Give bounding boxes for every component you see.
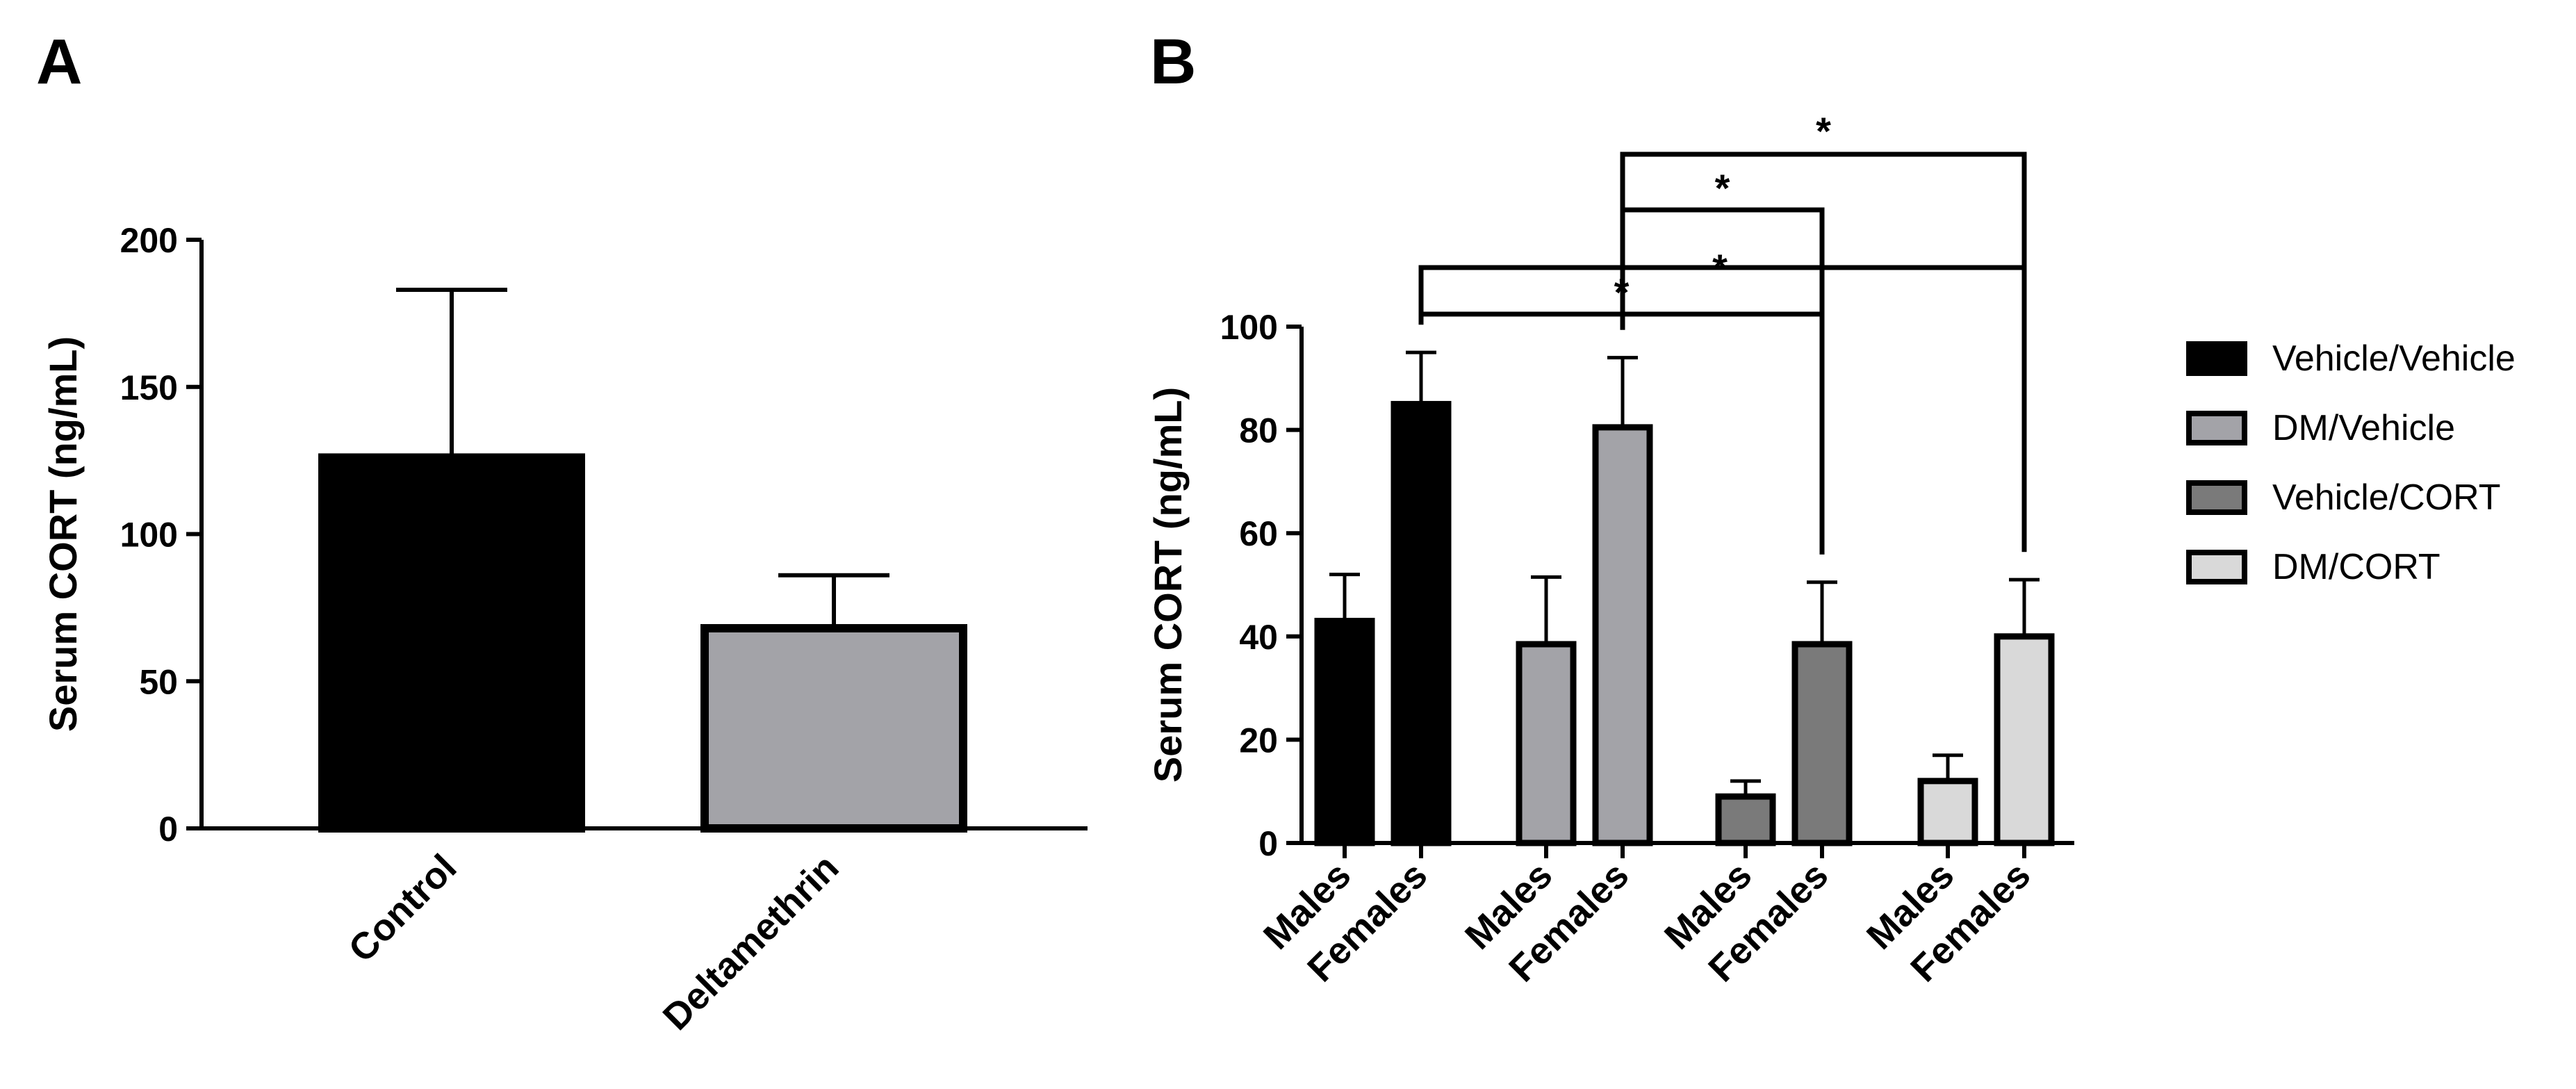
b-bar-males — [1516, 641, 1577, 846]
a-category-label: Deltamethrin — [655, 846, 847, 1038]
a-y-tick-label: 200 — [120, 221, 178, 260]
a-y-tick-label: 50 — [139, 662, 178, 701]
legend: Vehicle/Vehicle DM/Vehicle Vehicle/CORT DM/… — [2186, 338, 2516, 587]
b-bar-females — [1994, 633, 2055, 846]
significance-bracket — [1418, 265, 2027, 552]
legend-label: DM/CORT — [2272, 547, 2440, 587]
panel-a-label: A — [36, 26, 82, 97]
a-y-tick-label: 100 — [120, 516, 178, 555]
b-bar-males — [1917, 778, 1978, 846]
b-y-axis-title: Serum CORT (ng/mL) — [1146, 387, 1190, 783]
legend-swatch — [2186, 550, 2247, 584]
b-y-tick-label: 100 — [1220, 308, 1278, 347]
legend-label: Vehicle/Vehicle — [2272, 338, 2516, 379]
b-y-tick-label: 0 — [1258, 824, 1278, 863]
b-bar-females — [1390, 400, 1452, 846]
b-y-tick-label: 20 — [1239, 721, 1278, 760]
a-y-axis-title: Serum CORT (ng/mL) — [41, 336, 85, 732]
chart-a: 0 50 100 150 200 Serum CORT (ng/mL) Control Del… — [41, 221, 1088, 1038]
b-bar-females — [1791, 641, 1853, 846]
legend-label: Vehicle/CORT — [2272, 477, 2501, 518]
b-bar-females — [1592, 424, 1653, 846]
b-bar-males — [1314, 618, 1375, 846]
a-bar-deltamethrin — [700, 624, 967, 833]
a-bar-control — [318, 453, 585, 833]
a-y-tick-label: 0 — [158, 810, 178, 849]
legend-label: DM/Vehicle — [2272, 408, 2455, 448]
b-bar-males — [1715, 793, 1776, 846]
b-y-tick-label: 80 — [1239, 411, 1278, 450]
significance-star: * — [1715, 166, 1730, 210]
legend-swatch — [2186, 480, 2247, 515]
significance-bracket — [1620, 152, 2027, 552]
significance-star: * — [1816, 109, 1831, 153]
panel-b-label: B — [1150, 26, 1196, 97]
significance-star: * — [1712, 246, 1728, 290]
b-y-tick-label: 60 — [1239, 514, 1278, 553]
legend-swatch — [2186, 411, 2247, 445]
legend-swatch — [2186, 341, 2247, 376]
a-category-label: Control — [341, 846, 464, 970]
a-y-tick-label: 150 — [120, 368, 178, 407]
b-y-tick-label: 40 — [1239, 618, 1278, 657]
